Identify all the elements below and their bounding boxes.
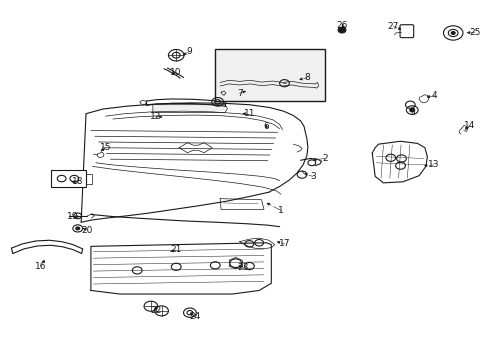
Text: 9: 9 [185,47,191,56]
Text: 23: 23 [237,264,249,273]
Circle shape [450,32,454,35]
Text: 19: 19 [67,212,79,221]
Circle shape [76,227,80,230]
Text: 8: 8 [304,73,309,82]
Text: 4: 4 [431,91,437,100]
Text: 20: 20 [81,226,93,235]
Text: 2: 2 [322,154,327,163]
Text: 12: 12 [150,112,161,121]
Text: 25: 25 [468,28,479,37]
Text: 5: 5 [408,108,414,117]
Text: 13: 13 [427,161,439,170]
Text: 27: 27 [387,22,398,31]
Text: 17: 17 [278,239,290,248]
Text: 11: 11 [243,109,255,118]
Text: 3: 3 [309,172,315,181]
Text: 10: 10 [169,68,181,77]
Text: 7: 7 [236,89,242,98]
Text: 18: 18 [72,177,83,186]
Text: 16: 16 [35,262,47,271]
Text: 24: 24 [189,312,200,321]
Text: 21: 21 [170,246,182,255]
Text: 1: 1 [278,206,284,215]
Text: 6: 6 [263,122,269,131]
Text: 22: 22 [150,306,161,315]
Circle shape [337,27,345,33]
Text: 14: 14 [463,121,474,130]
Text: 15: 15 [100,143,111,152]
Circle shape [409,108,414,112]
Text: 26: 26 [336,21,347,30]
Bar [51,170,86,187]
FancyBboxPatch shape [215,49,325,101]
